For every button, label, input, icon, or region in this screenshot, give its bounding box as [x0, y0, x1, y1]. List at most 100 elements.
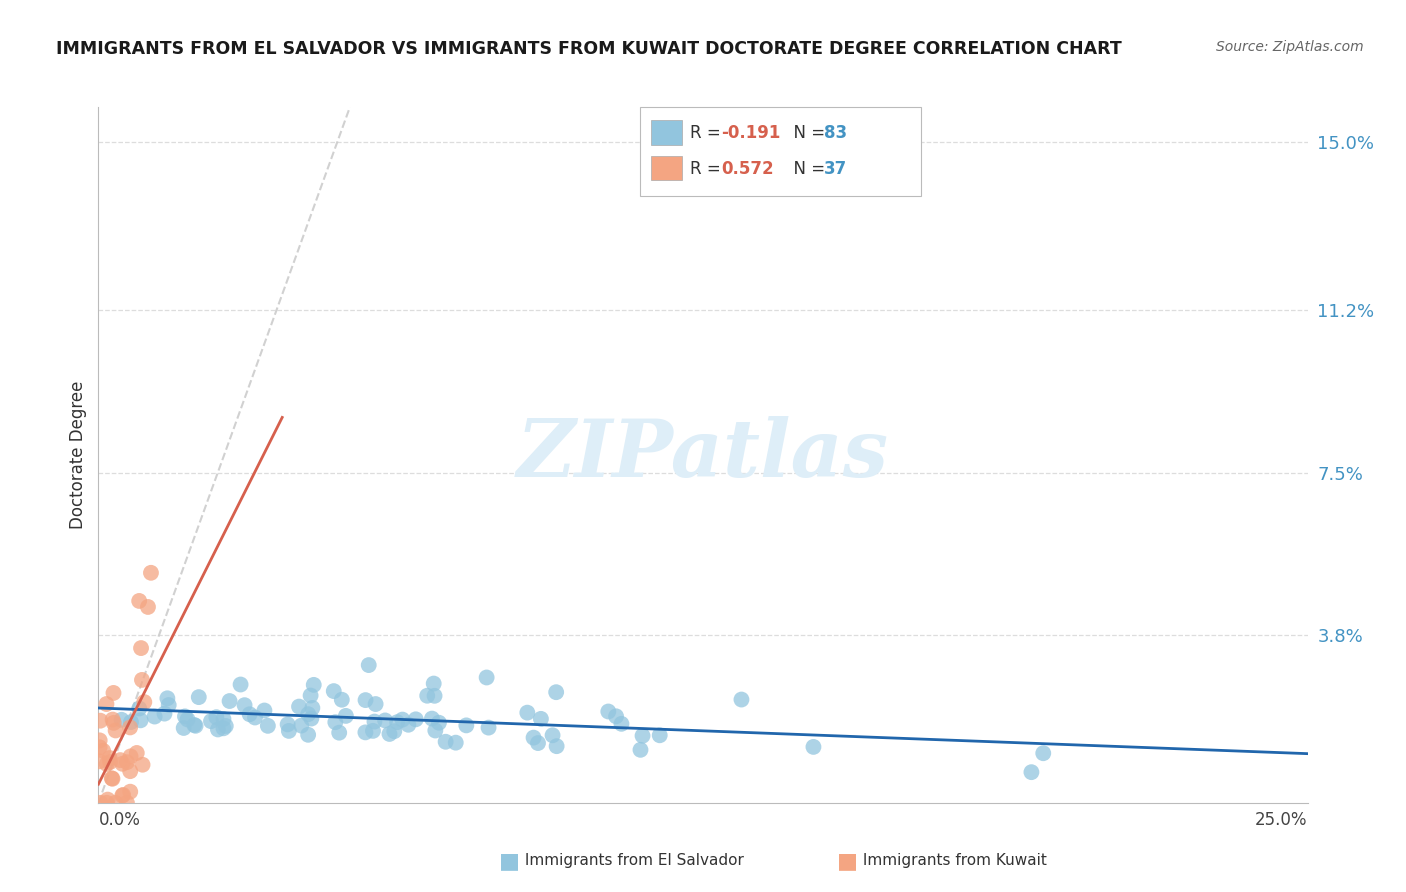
Point — [120, 714, 142, 729]
Point — [101, 713, 124, 727]
Point — [131, 673, 153, 687]
Point — [444, 736, 467, 750]
Point — [176, 713, 198, 727]
Text: ■: ■ — [837, 851, 858, 871]
Point — [120, 785, 142, 799]
Point — [364, 697, 387, 711]
Point — [330, 692, 353, 706]
Point — [522, 731, 544, 745]
Point — [374, 714, 396, 728]
Point — [382, 724, 405, 739]
Point — [89, 796, 111, 810]
Point — [139, 566, 162, 580]
Point — [115, 796, 138, 810]
Point — [125, 746, 148, 760]
Point — [89, 733, 111, 747]
Point — [229, 677, 252, 691]
Point — [215, 719, 238, 733]
Point — [730, 692, 752, 706]
Point — [427, 715, 450, 730]
Point — [101, 772, 124, 786]
Point — [456, 718, 478, 732]
Point — [212, 712, 235, 726]
Point — [391, 713, 413, 727]
Point — [110, 713, 132, 727]
Text: Immigrants from Kuwait: Immigrants from Kuwait — [858, 854, 1046, 868]
Point — [89, 714, 111, 728]
Point — [129, 714, 152, 728]
Point — [530, 712, 553, 726]
Point — [434, 735, 457, 749]
Point — [610, 716, 633, 731]
Point — [325, 715, 347, 730]
Point — [527, 736, 550, 750]
Point — [128, 701, 150, 715]
Point — [277, 717, 299, 731]
Point — [363, 714, 385, 729]
Point — [631, 729, 654, 743]
Point — [385, 715, 408, 730]
Text: N =: N = — [783, 160, 831, 178]
Point — [416, 689, 439, 703]
Point — [120, 764, 142, 779]
Point — [111, 789, 134, 803]
Point — [378, 727, 401, 741]
Point — [115, 755, 138, 769]
Point — [290, 718, 312, 732]
Point — [253, 704, 276, 718]
Point — [335, 709, 357, 723]
Point — [546, 685, 568, 699]
Point — [207, 723, 229, 737]
Point — [648, 728, 671, 742]
Point — [630, 743, 652, 757]
Point — [322, 684, 344, 698]
Point — [277, 723, 299, 738]
Point — [302, 678, 325, 692]
Text: R =: R = — [690, 160, 727, 178]
Point — [299, 689, 322, 703]
Point — [183, 718, 205, 732]
Point — [328, 725, 350, 739]
Point — [361, 723, 384, 738]
Point — [243, 710, 266, 724]
Point — [98, 755, 121, 769]
Point — [218, 694, 240, 708]
Text: Immigrants from El Salvador: Immigrants from El Salvador — [520, 854, 744, 868]
Point — [174, 709, 197, 723]
Text: -0.191: -0.191 — [721, 124, 780, 142]
Point — [299, 712, 322, 726]
Point — [157, 698, 180, 712]
Point — [420, 712, 443, 726]
Text: IMMIGRANTS FROM EL SALVADOR VS IMMIGRANTS FROM KUWAIT DOCTORATE DEGREE CORRELATI: IMMIGRANTS FROM EL SALVADOR VS IMMIGRANT… — [56, 40, 1122, 58]
Point — [153, 706, 176, 721]
Y-axis label: Doctorate Degree: Doctorate Degree — [69, 381, 87, 529]
Point — [239, 707, 262, 722]
Point — [212, 721, 235, 735]
Point — [205, 710, 228, 724]
Text: 37: 37 — [824, 160, 848, 178]
Point — [605, 709, 627, 723]
Point — [516, 706, 538, 720]
Text: Source: ZipAtlas.com: Source: ZipAtlas.com — [1216, 40, 1364, 54]
Point — [1032, 746, 1054, 760]
Point — [405, 712, 427, 726]
Point — [803, 739, 825, 754]
Point — [233, 698, 256, 713]
Text: N =: N = — [783, 124, 831, 142]
Point — [111, 756, 134, 771]
Point — [143, 709, 166, 723]
Point — [477, 721, 499, 735]
Point — [120, 720, 142, 734]
Point — [354, 693, 377, 707]
Point — [396, 718, 419, 732]
Point — [297, 728, 319, 742]
Point — [173, 721, 195, 735]
Point — [110, 753, 132, 767]
Point — [104, 723, 127, 738]
Point — [89, 740, 111, 755]
Point — [103, 686, 125, 700]
Text: R =: R = — [690, 124, 727, 142]
Text: 0.572: 0.572 — [721, 160, 773, 178]
Point — [475, 671, 498, 685]
Point — [128, 594, 150, 608]
